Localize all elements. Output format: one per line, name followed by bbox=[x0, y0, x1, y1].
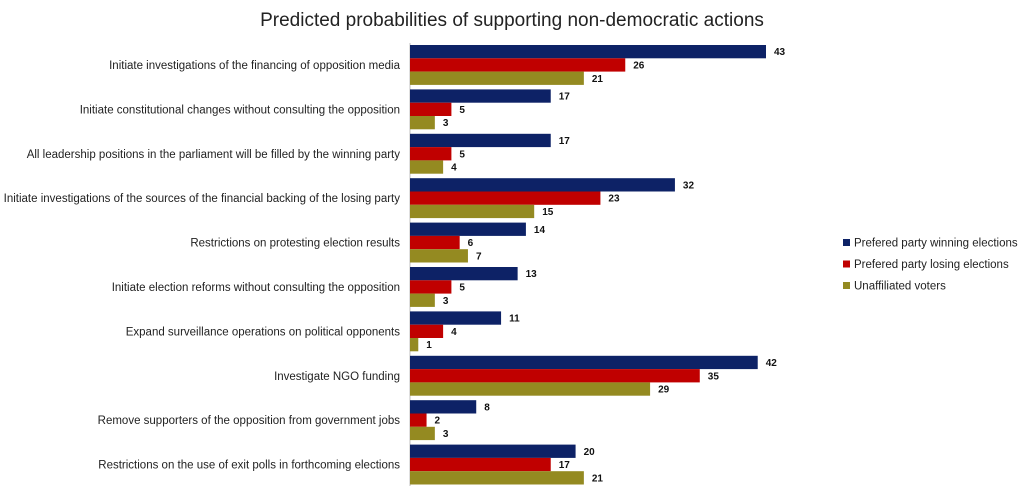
bar-series-1 bbox=[410, 400, 477, 414]
data-label: 29 bbox=[658, 385, 670, 396]
data-label: 5 bbox=[459, 149, 465, 160]
data-label: 43 bbox=[774, 47, 786, 58]
legend-item: Unaffiliated voters bbox=[843, 281, 946, 293]
chart-title: Predicted probabilities of supporting no… bbox=[260, 10, 764, 31]
bar-series-3 bbox=[410, 116, 435, 130]
category-group: Initiate election reforms without consul… bbox=[112, 267, 538, 307]
category-label: All leadership positions in the parliame… bbox=[27, 149, 401, 161]
data-label: 3 bbox=[443, 296, 449, 307]
data-label: 23 bbox=[608, 194, 620, 205]
legend-swatch bbox=[843, 239, 850, 246]
data-label: 42 bbox=[766, 358, 778, 369]
category-label: Initiate constitutional changes without … bbox=[80, 104, 400, 116]
bar-series-2 bbox=[410, 58, 626, 72]
data-label: 7 bbox=[476, 251, 482, 262]
data-label: 26 bbox=[633, 60, 645, 71]
bar-series-2 bbox=[410, 235, 460, 250]
bar-series-3 bbox=[410, 249, 468, 263]
data-label: 20 bbox=[584, 447, 596, 458]
legend-item: Prefered party losing elections bbox=[843, 259, 1009, 271]
bar-series-3 bbox=[410, 160, 444, 174]
bar-series-1 bbox=[410, 444, 576, 458]
bar-series-3 bbox=[410, 338, 419, 352]
bar-series-3 bbox=[410, 471, 584, 485]
category-label: Investigate NGO funding bbox=[274, 371, 400, 383]
data-label: 21 bbox=[592, 74, 604, 85]
category-group: Investigate NGO funding 42 35 29 bbox=[274, 355, 778, 396]
bar-series-3 bbox=[410, 382, 651, 396]
data-label: 17 bbox=[559, 92, 571, 103]
bar-series-1 bbox=[410, 89, 551, 103]
bar-series-2 bbox=[410, 280, 452, 294]
bar-series-1 bbox=[410, 45, 766, 59]
data-label: 6 bbox=[468, 238, 474, 249]
bar-series-3 bbox=[410, 293, 435, 307]
bar-series-2 bbox=[410, 369, 700, 383]
data-label: 1 bbox=[426, 340, 432, 351]
data-label: 3 bbox=[443, 118, 449, 129]
data-label: 17 bbox=[559, 136, 571, 147]
bar-series-3 bbox=[410, 426, 435, 441]
data-label: 4 bbox=[451, 163, 457, 174]
category-group: Remove supporters of the opposition from… bbox=[98, 400, 490, 441]
legend-swatch bbox=[843, 260, 850, 268]
data-label: 21 bbox=[592, 473, 604, 484]
bar-series-1 bbox=[410, 311, 502, 325]
data-label: 13 bbox=[526, 269, 538, 280]
category-label: Initiate election reforms without consul… bbox=[112, 282, 400, 294]
bar-series-1 bbox=[410, 178, 675, 192]
category-group: Restrictions on the use of exit polls in… bbox=[98, 444, 604, 485]
bar-series-3 bbox=[410, 71, 584, 85]
data-label: 35 bbox=[708, 371, 720, 382]
category-group: Expand surveillance operations on politi… bbox=[126, 311, 520, 352]
data-label: 15 bbox=[542, 207, 554, 218]
data-label: 32 bbox=[683, 180, 695, 191]
legend-label: Prefered party losing elections bbox=[854, 259, 1009, 271]
data-label: 3 bbox=[443, 429, 449, 440]
category-label: Remove supporters of the opposition from… bbox=[98, 415, 401, 427]
category-label: Restrictions on the use of exit polls in… bbox=[98, 460, 400, 472]
data-label: 5 bbox=[459, 105, 465, 116]
bar-series-1 bbox=[410, 222, 526, 236]
category-group: Initiate investigations of the financing… bbox=[109, 45, 786, 85]
bar-series-2 bbox=[410, 147, 452, 161]
category-label: Initiate investigations of the sources o… bbox=[4, 193, 401, 205]
data-label: 2 bbox=[435, 416, 441, 427]
category-group: Initiate constitutional changes without … bbox=[80, 89, 571, 130]
category-group: Restrictions on protesting election resu… bbox=[190, 222, 546, 263]
data-label: 8 bbox=[484, 402, 490, 413]
data-label: 4 bbox=[451, 327, 457, 338]
bar-series-3 bbox=[410, 204, 535, 219]
data-label: 11 bbox=[509, 314, 520, 325]
data-label: 14 bbox=[534, 225, 546, 236]
bar-series-2 bbox=[410, 191, 601, 205]
legend-label: Unaffiliated voters bbox=[854, 281, 946, 293]
category-label: Expand surveillance operations on politi… bbox=[126, 326, 401, 338]
bar-series-1 bbox=[410, 267, 518, 281]
category-group: All leadership positions in the parliame… bbox=[27, 133, 571, 174]
legend: Prefered party winning elections Prefered… bbox=[843, 238, 1018, 293]
legend-label: Prefered party winning elections bbox=[854, 238, 1018, 250]
legend-swatch bbox=[843, 282, 850, 289]
category-label: Initiate investigations of the financing… bbox=[109, 60, 400, 72]
bars-layer: Initiate investigations of the financing… bbox=[4, 45, 786, 485]
data-label: 17 bbox=[559, 460, 571, 471]
bar-series-2 bbox=[410, 324, 444, 338]
legend-item: Prefered party winning elections bbox=[843, 238, 1018, 250]
bar-series-1 bbox=[410, 355, 758, 370]
data-label: 5 bbox=[459, 282, 465, 293]
bar-series-1 bbox=[410, 133, 551, 148]
bar-series-2 bbox=[410, 413, 427, 427]
category-label: Restrictions on protesting election resu… bbox=[190, 238, 400, 250]
bar-series-2 bbox=[410, 457, 551, 472]
bar-series-2 bbox=[410, 102, 452, 116]
category-group: Initiate investigations of the sources o… bbox=[4, 178, 695, 219]
